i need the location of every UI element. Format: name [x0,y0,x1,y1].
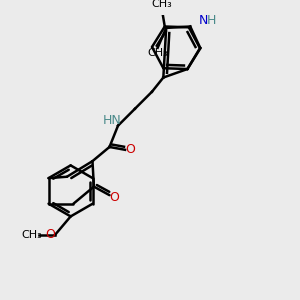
Text: O: O [125,143,135,156]
Text: CH₃: CH₃ [21,230,42,240]
Text: CH₃: CH₃ [147,48,168,58]
Text: CH₃: CH₃ [152,0,172,9]
Text: O: O [110,191,119,205]
Text: N: N [198,14,208,27]
Text: HN: HN [102,114,121,127]
Text: H: H [207,14,216,27]
Text: O: O [45,228,55,241]
